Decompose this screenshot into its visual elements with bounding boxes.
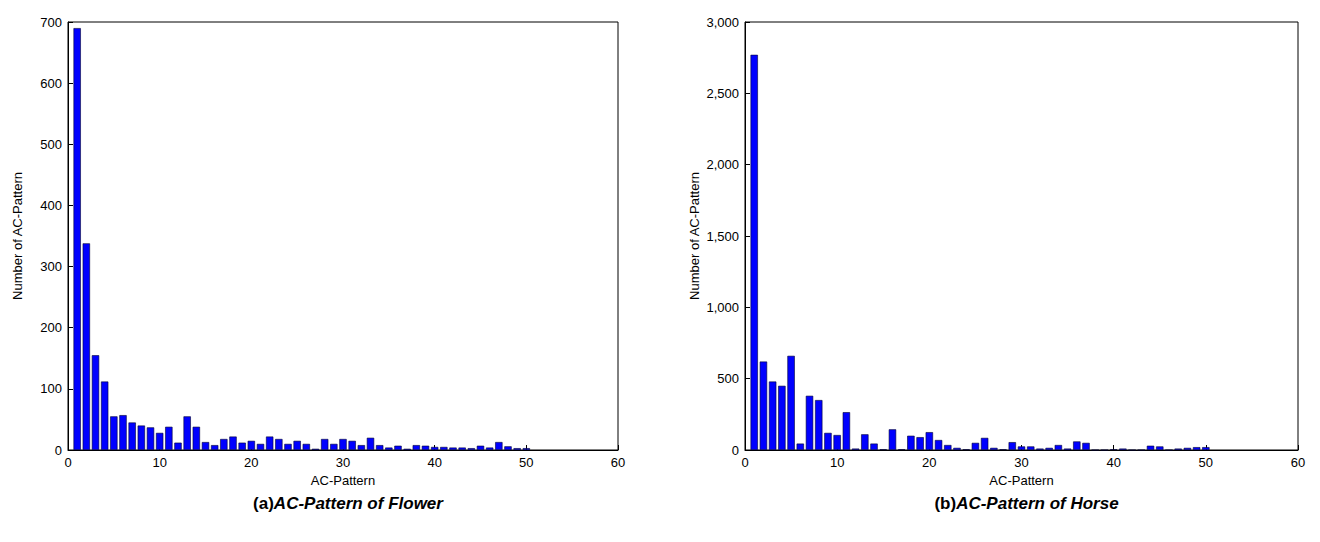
svg-text:3,000: 3,000 xyxy=(706,15,739,30)
svg-text:600: 600 xyxy=(40,76,62,91)
svg-text:Number of AC-Pattern: Number of AC-Pattern xyxy=(10,172,25,300)
svg-text:(a): (a) xyxy=(253,494,274,513)
svg-text:40: 40 xyxy=(427,455,441,470)
svg-text:10: 10 xyxy=(152,455,166,470)
svg-text:AC-Pattern of Horse: AC-Pattern of Horse xyxy=(955,494,1118,513)
svg-text:2,500: 2,500 xyxy=(706,86,739,101)
svg-text:0: 0 xyxy=(55,443,62,458)
svg-text:50: 50 xyxy=(519,455,533,470)
svg-text:40: 40 xyxy=(1106,455,1120,470)
svg-text:60: 60 xyxy=(1291,455,1305,470)
svg-text:1,000: 1,000 xyxy=(706,300,739,315)
svg-text:50: 50 xyxy=(1199,455,1213,470)
svg-text:400: 400 xyxy=(40,198,62,213)
svg-text:30: 30 xyxy=(336,455,350,470)
svg-text:AC-Pattern: AC-Pattern xyxy=(311,473,375,488)
svg-text:0: 0 xyxy=(741,455,748,470)
svg-text:0: 0 xyxy=(732,443,739,458)
svg-text:700: 700 xyxy=(40,15,62,30)
svg-text:60: 60 xyxy=(611,455,625,470)
svg-text:200: 200 xyxy=(40,320,62,335)
svg-text:2,000: 2,000 xyxy=(706,157,739,172)
svg-text:10: 10 xyxy=(830,455,844,470)
svg-text:20: 20 xyxy=(922,455,936,470)
svg-text:AC-Pattern of Flower: AC-Pattern of Flower xyxy=(273,494,444,513)
svg-text:30: 30 xyxy=(1014,455,1028,470)
svg-text:500: 500 xyxy=(717,371,739,386)
svg-text:(b): (b) xyxy=(934,494,956,513)
svg-text:300: 300 xyxy=(40,259,62,274)
svg-text:20: 20 xyxy=(244,455,258,470)
svg-text:0: 0 xyxy=(64,455,71,470)
svg-text:100: 100 xyxy=(40,381,62,396)
svg-text:500: 500 xyxy=(40,137,62,152)
svg-text:1,500: 1,500 xyxy=(706,229,739,244)
svg-text:Number of AC-Pattern: Number of AC-Pattern xyxy=(687,172,702,300)
svg-text:AC-Pattern: AC-Pattern xyxy=(989,473,1053,488)
